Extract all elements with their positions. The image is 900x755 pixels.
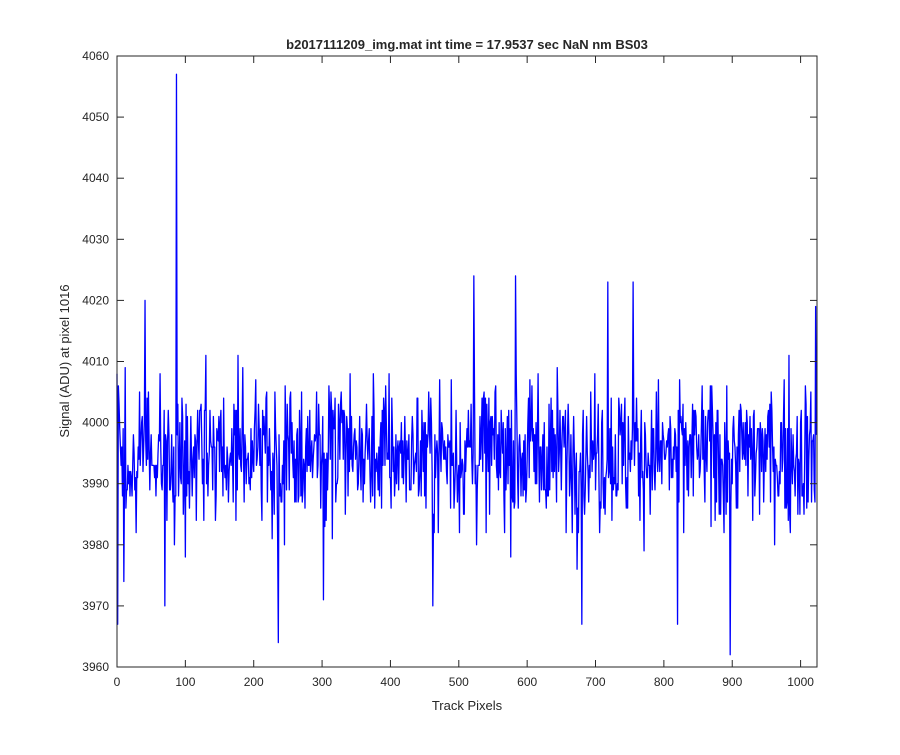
- chart-title: b2017111209_img.mat int time = 17.9537 s…: [286, 37, 648, 52]
- x-tick-label: 700: [586, 675, 606, 689]
- y-tick-label: 4000: [82, 416, 109, 430]
- x-tick-label: 300: [312, 675, 332, 689]
- axes-box: [116, 55, 818, 668]
- y-tick-label: 4010: [82, 355, 109, 369]
- axis-ticks: 0 100 200 300 400 500 600 700 800 900 1000 3960 3970…: [82, 49, 817, 689]
- x-tick-label: 600: [517, 675, 537, 689]
- x-tick-label: 800: [654, 675, 674, 689]
- x-tick-label: 400: [380, 675, 400, 689]
- x-tick-label: 900: [722, 675, 742, 689]
- y-tick-label: 3980: [82, 538, 109, 552]
- y-axis-title: Signal (ADU) at pixel 1016: [57, 284, 72, 437]
- x-axis-title: Track Pixels: [432, 698, 503, 713]
- y-tick-label: 4060: [82, 49, 109, 63]
- series-line: [116, 73, 817, 656]
- plot-area: [116, 73, 817, 656]
- axes-background: [117, 56, 817, 667]
- x-tick-label: 200: [244, 675, 264, 689]
- y-tick-label: 3990: [82, 477, 109, 491]
- y-tick-label: 4050: [82, 110, 109, 124]
- x-tick-label: 500: [449, 675, 469, 689]
- y-tick-label: 3960: [82, 660, 109, 674]
- x-tick-label: 100: [175, 675, 195, 689]
- y-tick-label: 3970: [82, 599, 109, 613]
- x-tick-label: 0: [114, 675, 121, 689]
- y-tick-label: 4030: [82, 232, 109, 246]
- y-tick-label: 4040: [82, 171, 109, 185]
- y-tick-label: 4020: [82, 293, 109, 307]
- x-tick-label: 1000: [787, 675, 814, 689]
